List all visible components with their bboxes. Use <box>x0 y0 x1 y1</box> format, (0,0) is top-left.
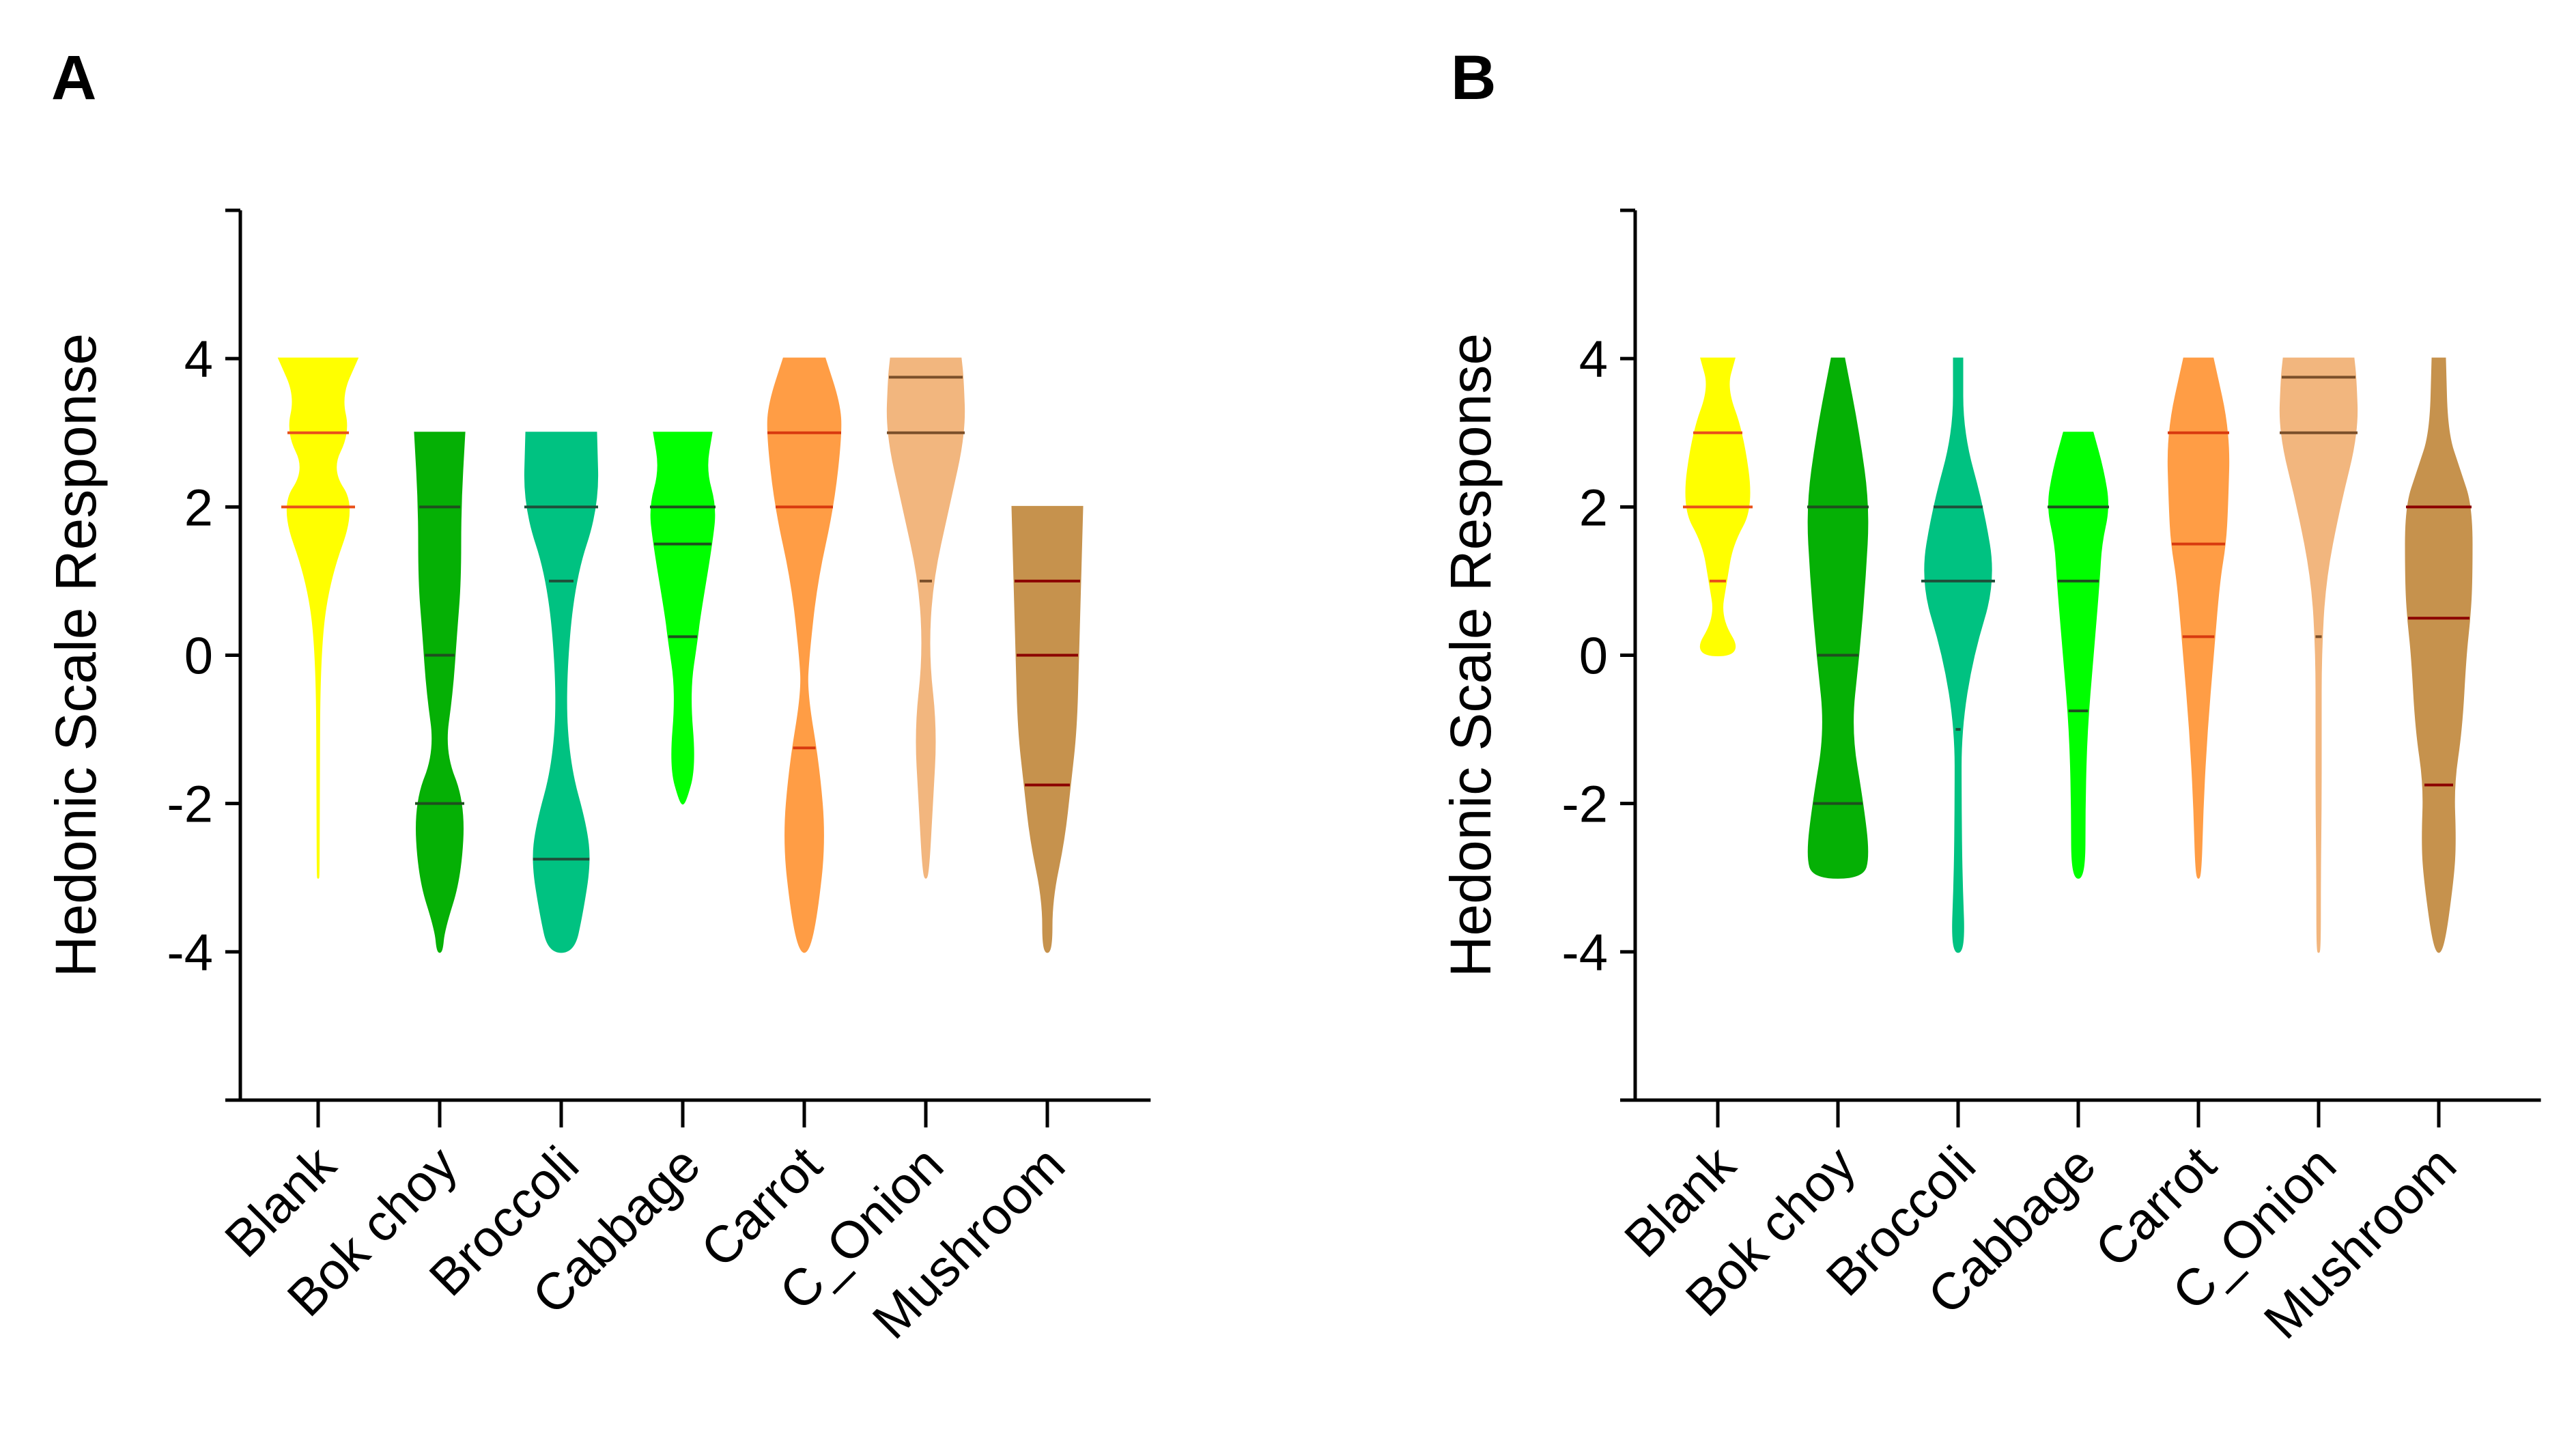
violin-body <box>524 432 599 953</box>
violin-carrot <box>2167 357 2230 879</box>
violin-bok-choy <box>1807 357 1869 879</box>
y-tick-label: -2 <box>1561 776 1608 834</box>
violin-body <box>2167 357 2230 879</box>
violin-body <box>886 357 965 879</box>
y-tick-label: 0 <box>184 628 213 686</box>
violin-blank <box>1683 357 1753 657</box>
panel-letter: A <box>51 43 96 113</box>
y-tick-label: 2 <box>184 479 213 537</box>
y-tick-label: 2 <box>1579 479 1608 537</box>
violin-c-onion <box>886 357 965 879</box>
violin-cabbage <box>650 432 716 805</box>
violin-body <box>1924 357 1992 953</box>
violin-body <box>2405 357 2473 953</box>
violin-cabbage <box>2048 432 2109 879</box>
y-axis-label: Hedonic Scale Response <box>1439 333 1503 977</box>
violin-carrot <box>767 357 842 953</box>
y-tick-label: 4 <box>184 331 213 389</box>
violin-body <box>414 432 466 953</box>
violin-broccoli <box>1921 357 1995 953</box>
y-tick-label: 0 <box>1579 628 1608 686</box>
y-tick-label: -2 <box>167 776 213 834</box>
panel-letter: B <box>1451 43 1496 113</box>
y-axis-label: Hedonic Scale Response <box>44 333 108 977</box>
violin-blank <box>277 357 359 879</box>
violin-mushroom <box>1011 505 1084 953</box>
violin-body <box>650 432 716 805</box>
violin-c-onion <box>2279 357 2358 953</box>
violin-body <box>767 357 842 953</box>
violin-body <box>1807 357 1869 879</box>
violin-bok-choy <box>414 432 466 953</box>
violin-body <box>277 357 359 879</box>
violin-mushroom <box>2405 357 2473 953</box>
y-tick-label: -4 <box>1561 924 1608 982</box>
y-tick-label: -4 <box>167 924 213 982</box>
violin-body <box>2048 432 2108 879</box>
violin-broccoli <box>524 432 599 953</box>
y-tick-label: 4 <box>1579 331 1608 389</box>
violin-body <box>1011 505 1084 953</box>
violin-body <box>2279 357 2358 953</box>
